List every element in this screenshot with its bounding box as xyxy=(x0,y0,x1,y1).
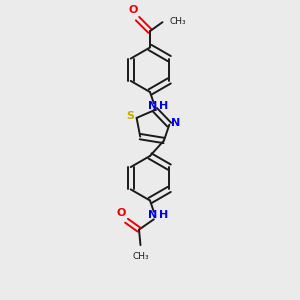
Text: CH₃: CH₃ xyxy=(170,16,187,26)
Text: CH₃: CH₃ xyxy=(132,252,149,261)
Text: N: N xyxy=(148,210,158,220)
Text: S: S xyxy=(126,111,134,122)
Text: H: H xyxy=(159,101,168,111)
Text: H: H xyxy=(159,210,168,220)
Text: O: O xyxy=(128,5,138,15)
Text: N: N xyxy=(171,118,181,128)
Text: O: O xyxy=(116,208,126,218)
Text: N: N xyxy=(148,101,158,111)
